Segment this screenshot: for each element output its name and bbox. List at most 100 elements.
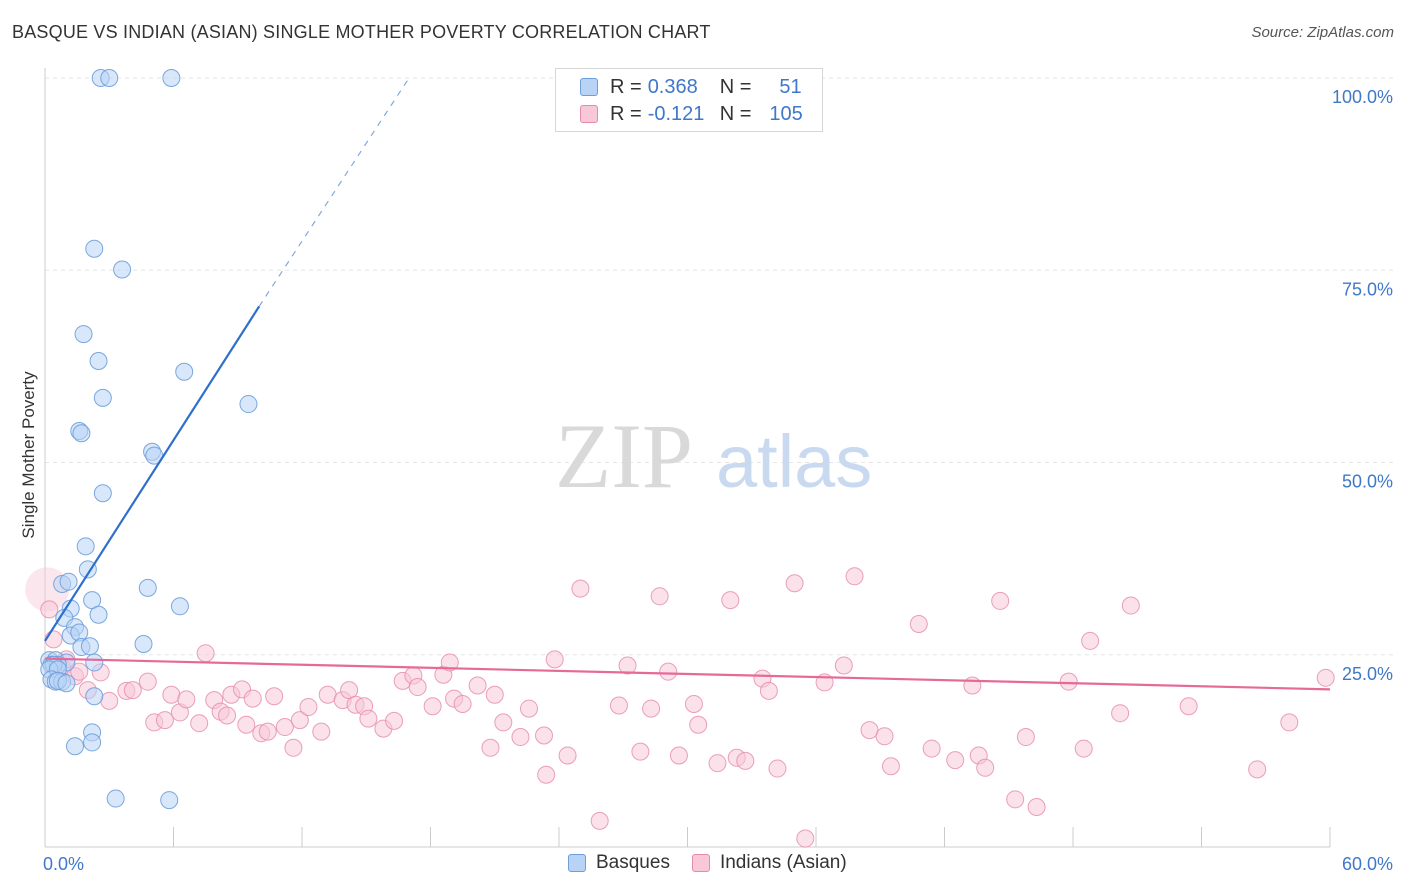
indians-point bbox=[590, 811, 609, 830]
indians-point bbox=[659, 662, 678, 681]
legend-item-indians: Indians (Asian) bbox=[691, 852, 847, 874]
legend-label-indians: Indians (Asian) bbox=[719, 852, 847, 873]
indians-point bbox=[138, 672, 157, 691]
indians-trendline bbox=[44, 657, 1331, 691]
indians-point bbox=[440, 653, 459, 672]
indians-point bbox=[708, 754, 727, 773]
indians-point bbox=[834, 656, 853, 675]
basques-point bbox=[138, 578, 157, 597]
indians-point bbox=[1016, 728, 1035, 747]
x-tick-label: 0.0% bbox=[43, 854, 84, 874]
legend-item-basques: Basques bbox=[568, 852, 670, 874]
indians-point bbox=[40, 600, 59, 619]
indians-point bbox=[1121, 596, 1140, 615]
indians-point bbox=[909, 614, 928, 633]
r-value: -0.121 bbox=[647, 102, 705, 125]
source-label: Source: ZipAtlas.com bbox=[1251, 24, 1394, 41]
legend-row-indians: R = -0.121 N = 105 bbox=[580, 101, 803, 127]
x-tick-labels: 0.0% 60.0% bbox=[43, 854, 1393, 874]
r-value: 0.368 bbox=[647, 75, 698, 98]
indians-point bbox=[922, 739, 941, 758]
basques-point bbox=[85, 687, 104, 706]
indians-point bbox=[218, 706, 237, 725]
indians-point bbox=[881, 757, 900, 776]
y-tick-label: 100.0% bbox=[1332, 87, 1393, 107]
basques-swatch bbox=[568, 854, 586, 872]
n-value: 105 bbox=[769, 102, 803, 125]
basques-trendline-extension bbox=[258, 77, 410, 307]
indians-point bbox=[162, 685, 181, 704]
axes bbox=[44, 68, 1331, 848]
indians-point bbox=[1059, 672, 1078, 691]
indians-point bbox=[875, 727, 894, 746]
data-points bbox=[25, 69, 1335, 848]
basques-point bbox=[89, 605, 108, 624]
indians-point bbox=[290, 711, 309, 730]
basques-point bbox=[59, 572, 78, 591]
basques-point bbox=[106, 789, 125, 808]
indians-point bbox=[1179, 697, 1198, 716]
y-tick-label: 50.0% bbox=[1342, 472, 1393, 492]
indians-point bbox=[618, 656, 637, 675]
indians-point bbox=[976, 758, 995, 777]
watermark-atlas: atlas bbox=[716, 420, 872, 503]
series-legend: Basques Indians (Asian) bbox=[568, 852, 869, 874]
watermark-zip: ZIP bbox=[555, 405, 693, 507]
indians-point bbox=[946, 751, 965, 770]
indians-point bbox=[1074, 739, 1093, 758]
indians-point bbox=[284, 738, 303, 757]
indians-point bbox=[785, 574, 804, 593]
indians-point bbox=[243, 689, 262, 708]
indians-point bbox=[190, 714, 209, 733]
indians-point bbox=[299, 698, 318, 717]
indians-point bbox=[650, 587, 669, 606]
indians-point bbox=[1111, 704, 1130, 723]
indians-point bbox=[845, 567, 864, 586]
indians-point bbox=[689, 715, 708, 734]
basques-point bbox=[65, 737, 84, 756]
indians-point bbox=[481, 738, 500, 757]
basques-point bbox=[74, 325, 93, 344]
indians-point bbox=[520, 699, 539, 718]
basques-point bbox=[85, 653, 104, 672]
indians-point bbox=[423, 697, 442, 716]
indians-point bbox=[258, 722, 277, 741]
indians-point bbox=[485, 685, 504, 704]
x-tick-label: 60.0% bbox=[1342, 854, 1393, 874]
indians-point bbox=[196, 644, 215, 663]
indians-point bbox=[537, 765, 556, 784]
indians-point bbox=[535, 726, 554, 745]
y-axis-label: Single Mother Poverty bbox=[19, 371, 38, 539]
chart-title: BASQUE VS INDIAN (ASIAN) SINGLE MOTHER P… bbox=[12, 22, 711, 42]
legend-row-basques: R = 0.368 N = 51 bbox=[580, 74, 802, 100]
basques-point bbox=[113, 260, 132, 279]
indians-point bbox=[385, 711, 404, 730]
basques-point bbox=[239, 395, 258, 414]
indians-point bbox=[759, 681, 778, 700]
indians-point bbox=[558, 746, 577, 765]
trendlines bbox=[44, 77, 1331, 691]
indians-point bbox=[468, 676, 487, 695]
legend-label-basques: Basques bbox=[596, 852, 670, 873]
n-label: N = bbox=[719, 102, 752, 125]
basques-point bbox=[78, 560, 97, 579]
basques-point bbox=[134, 634, 153, 653]
basques-point bbox=[162, 69, 181, 87]
basques-point bbox=[93, 388, 112, 407]
indians-point bbox=[736, 751, 755, 770]
y-tick-label: 75.0% bbox=[1342, 279, 1393, 299]
indians-point bbox=[571, 579, 590, 598]
indians-swatch bbox=[691, 854, 710, 872]
basques-point bbox=[76, 537, 95, 556]
basques-point bbox=[170, 597, 189, 616]
indians-point bbox=[70, 662, 89, 681]
indians-point bbox=[1006, 790, 1025, 809]
basques-point bbox=[80, 637, 99, 656]
indians-point bbox=[669, 746, 688, 765]
basques-point bbox=[160, 791, 179, 810]
stats-legend: R = 0.368 N = 51 R = -0.121 N = 105 bbox=[555, 68, 823, 132]
indians-point bbox=[796, 829, 815, 848]
basques-swatch bbox=[580, 78, 598, 96]
indians-point bbox=[155, 711, 174, 730]
